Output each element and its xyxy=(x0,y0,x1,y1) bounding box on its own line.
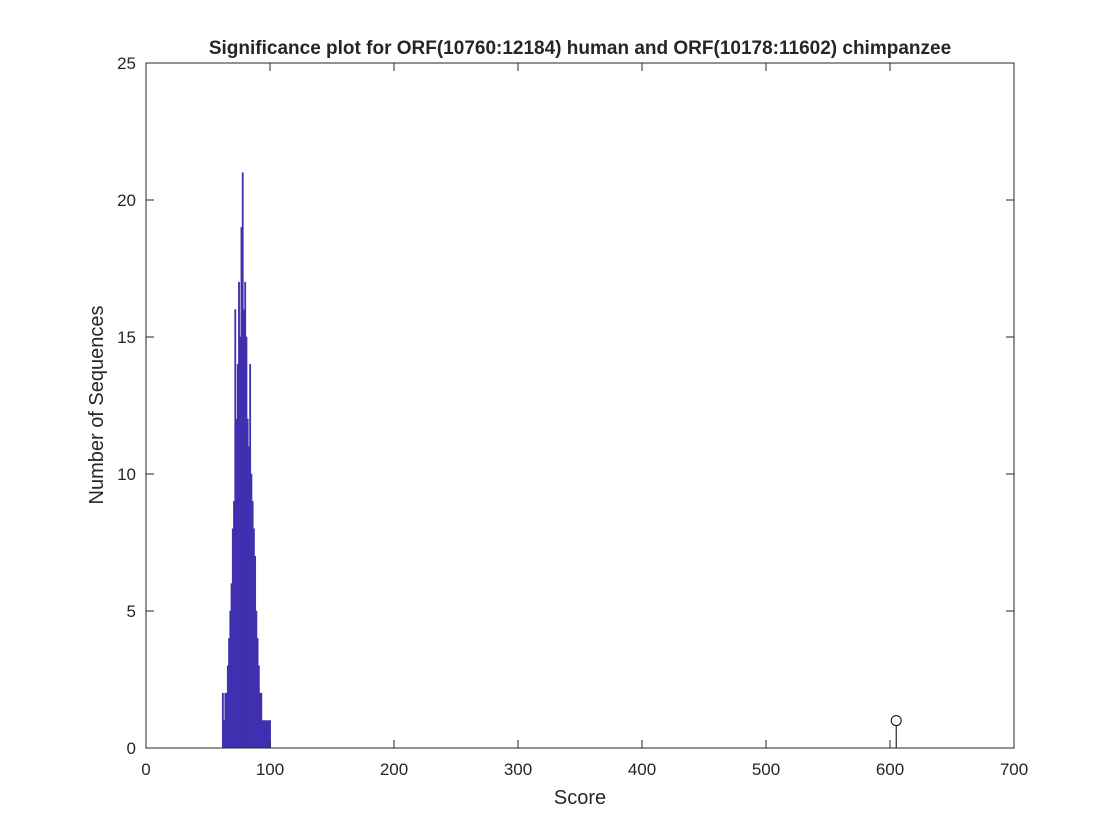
x-tick-label: 300 xyxy=(504,760,532,779)
x-tick-label: 700 xyxy=(1000,760,1028,779)
axes-box xyxy=(145,62,1015,749)
y-tick-label: 15 xyxy=(117,328,136,347)
x-tick-label: 400 xyxy=(628,760,656,779)
plot-background xyxy=(146,63,1014,748)
y-tick-label: 10 xyxy=(117,465,136,484)
stem-marker xyxy=(890,715,902,727)
y-tick-label: 20 xyxy=(117,191,136,210)
y-tick-label: 25 xyxy=(117,54,136,73)
y-axis-label: Number of Sequences xyxy=(86,305,108,504)
x-tick-label: 200 xyxy=(380,760,408,779)
x-tick-label: 100 xyxy=(256,760,284,779)
histogram-bars xyxy=(221,172,271,749)
chart-title: Significance plot for ORF(10760:12184) h… xyxy=(209,38,951,59)
y-tick-label: 5 xyxy=(127,602,136,621)
x-tick-label: 500 xyxy=(752,760,780,779)
observed-score-stem xyxy=(890,715,902,748)
x-axis-label: Score xyxy=(554,787,606,809)
y-axis-ticks: 0 5 10 15 20 25 xyxy=(117,54,1014,758)
x-tick-label: 0 xyxy=(141,760,150,779)
x-tick-label: 600 xyxy=(876,760,904,779)
y-tick-label: 0 xyxy=(127,739,136,758)
x-axis-ticks: 0 100 200 300 400 500 600 700 xyxy=(141,63,1028,779)
